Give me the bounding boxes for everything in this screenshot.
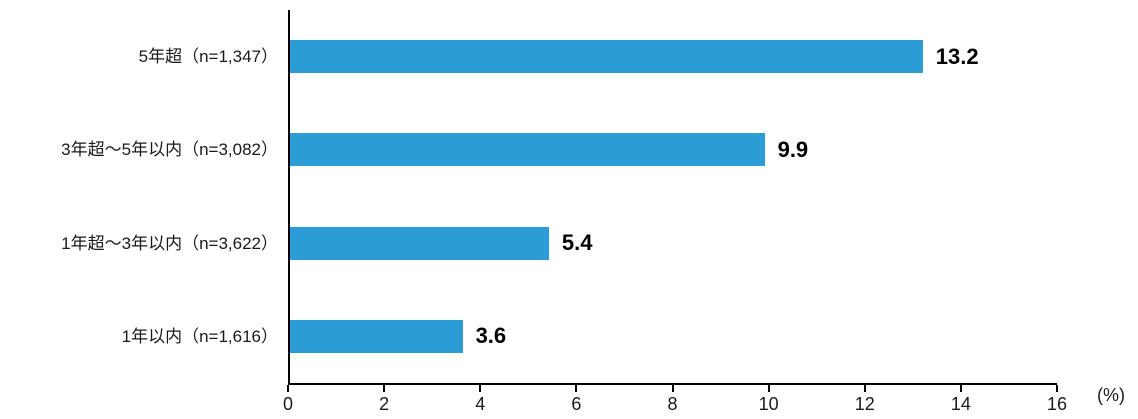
tick-mark	[383, 385, 386, 392]
x-axis-tick: 14	[951, 385, 971, 413]
bar-track: 5.4	[290, 197, 1057, 290]
value-label: 3.6	[475, 323, 507, 349]
x-axis: 0 2 4 6 8 10 12 14 16	[283, 385, 1067, 419]
tick-label: 16	[1046, 394, 1068, 414]
category-label: 1年以内（n=1,616）	[121, 326, 278, 346]
tick-label: 12	[854, 394, 875, 414]
tick-label: 0	[282, 394, 294, 414]
value-label: 5.4	[561, 230, 593, 256]
bar-row: 5年超（n=1,347） 13.2	[139, 10, 1057, 103]
tick-mark	[479, 385, 482, 392]
plot-area: 5年超（n=1,347） 13.2 3年超～5年以内（n=3,082） 9.9 1年超～…	[61, 10, 1057, 385]
bar-track: 9.9	[290, 103, 1057, 196]
tick-mark	[286, 385, 289, 392]
category-label: 1年超～3年以内（n=3,622）	[61, 233, 278, 253]
value-label: 9.9	[777, 136, 809, 162]
bar-track: 13.2	[290, 10, 1057, 103]
tick-label: 8	[667, 394, 678, 414]
tick-label: 10	[758, 394, 779, 414]
category-label: 3年超～5年以内（n=3,082）	[61, 140, 278, 160]
tick-label: 6	[571, 394, 582, 414]
tick-mark	[863, 385, 866, 392]
bar	[290, 133, 765, 167]
bar-row: 3年超～5年以内（n=3,082） 9.9	[61, 103, 1057, 196]
tick-mark	[767, 385, 770, 392]
x-axis-tick: 16	[1047, 385, 1067, 413]
x-axis-tick: 2	[379, 385, 389, 413]
bar-row: 1年以内（n=1,616） 3.6	[122, 290, 1057, 383]
bar	[290, 226, 549, 260]
tick-mark	[959, 385, 962, 392]
tick-mark	[671, 385, 674, 392]
x-axis-tick: 12	[855, 385, 875, 413]
tick-label: 14	[950, 394, 971, 414]
category-label: 5年超（n=1,347）	[138, 47, 278, 67]
bar	[290, 319, 463, 353]
axis-unit-label: (%)	[1097, 385, 1125, 405]
tick-mark	[1056, 385, 1058, 392]
x-axis-tick: 0	[283, 385, 293, 413]
x-axis-tick: 10	[759, 385, 779, 413]
tick-label: 2	[379, 394, 390, 414]
bar-row: 1年超～3年以内（n=3,622） 5.4	[61, 197, 1057, 290]
bar-track: 3.6	[290, 290, 1057, 383]
bar	[290, 40, 923, 74]
x-axis-tick: 8	[667, 385, 678, 414]
x-axis-tick: 6	[571, 385, 581, 413]
x-axis-tick: 4	[475, 385, 485, 413]
tick-label: 4	[475, 394, 486, 414]
value-label: 13.2	[935, 43, 979, 69]
tick-mark	[575, 385, 578, 392]
